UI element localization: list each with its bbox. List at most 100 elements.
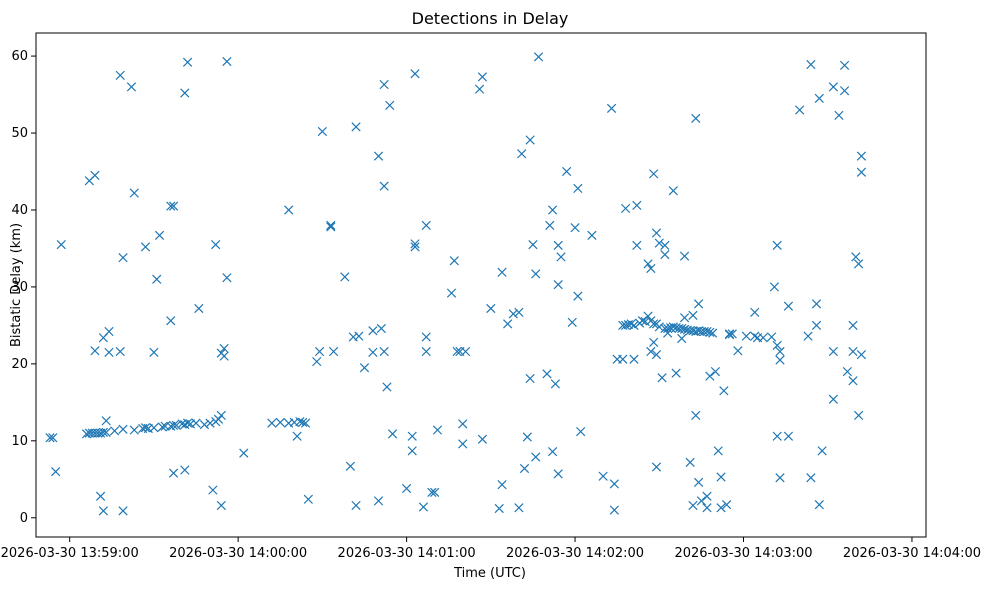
data-point-marker bbox=[503, 319, 513, 329]
data-point-marker bbox=[851, 252, 861, 262]
data-point-marker bbox=[90, 346, 100, 356]
data-point-marker bbox=[637, 316, 648, 326]
data-point-marker bbox=[129, 188, 139, 198]
data-point-marker bbox=[632, 200, 642, 210]
data-point-marker bbox=[477, 72, 488, 82]
data-point-marker bbox=[222, 273, 232, 283]
data-point-marker bbox=[168, 468, 179, 478]
data-point-marker bbox=[149, 423, 159, 433]
data-point-marker bbox=[620, 203, 631, 214]
data-point-marker bbox=[848, 376, 858, 386]
data-point-marker bbox=[651, 228, 662, 238]
data-point-marker bbox=[104, 326, 114, 337]
data-point-marker bbox=[811, 299, 822, 309]
y-tick-label: 10 bbox=[11, 434, 28, 449]
data-point-marker bbox=[685, 457, 695, 467]
data-point-marker bbox=[295, 416, 305, 427]
data-point-marker bbox=[679, 251, 690, 261]
data-point-marker bbox=[345, 461, 356, 471]
data-point-marker bbox=[514, 307, 524, 317]
data-point-marker bbox=[376, 323, 386, 334]
data-point-marker bbox=[421, 332, 431, 342]
data-point-marker bbox=[410, 242, 420, 252]
data-point-marker bbox=[166, 316, 176, 326]
x-tick-label: 2026-03-30 13:59:00 bbox=[1, 546, 139, 561]
data-point-marker bbox=[379, 346, 389, 357]
data-point-marker bbox=[606, 103, 617, 114]
data-point-marker bbox=[517, 149, 527, 159]
data-point-marker bbox=[649, 337, 659, 347]
data-point-marker bbox=[663, 323, 673, 334]
data-point-marker bbox=[267, 418, 277, 428]
data-point-marker bbox=[545, 220, 555, 230]
data-point-marker bbox=[351, 500, 361, 511]
data-point-marker bbox=[814, 93, 824, 104]
data-point-marker bbox=[853, 259, 864, 269]
data-point-marker bbox=[118, 506, 128, 516]
data-point-marker bbox=[828, 82, 838, 92]
data-point-marker bbox=[716, 472, 726, 482]
data-point-marker bbox=[211, 239, 221, 250]
data-point-marker bbox=[477, 434, 488, 444]
data-point-marker bbox=[705, 371, 715, 381]
data-point-marker bbox=[573, 291, 583, 301]
data-point-marker bbox=[856, 151, 867, 161]
data-point-marker bbox=[547, 205, 558, 215]
data-point-marker bbox=[522, 432, 532, 442]
data-point-marker bbox=[373, 496, 384, 506]
chart-title: Detections in Delay bbox=[412, 9, 569, 28]
data-point-marker bbox=[609, 479, 619, 489]
data-point-marker bbox=[553, 240, 563, 250]
data-point-marker bbox=[149, 347, 159, 357]
data-point-marker bbox=[284, 205, 294, 215]
data-point-marker bbox=[154, 230, 165, 240]
data-point-marker bbox=[303, 494, 313, 504]
data-point-marker bbox=[152, 274, 162, 284]
data-point-marker bbox=[649, 169, 659, 179]
data-point-marker bbox=[766, 332, 777, 342]
data-point-marker bbox=[90, 170, 100, 180]
data-point-marker bbox=[474, 84, 485, 94]
data-point-marker bbox=[410, 69, 420, 79]
data-point-marker bbox=[668, 186, 678, 196]
data-point-marker bbox=[449, 256, 459, 266]
data-point-marker bbox=[140, 423, 151, 433]
data-point-marker bbox=[328, 346, 339, 357]
data-point-marker bbox=[486, 303, 496, 314]
data-point-marker bbox=[528, 239, 538, 250]
data-point-marker bbox=[418, 502, 429, 512]
data-point-marker bbox=[671, 368, 681, 378]
data-point-marker bbox=[292, 431, 302, 441]
data-point-marker bbox=[95, 491, 106, 501]
data-point-marker bbox=[758, 333, 768, 343]
data-point-marker bbox=[677, 333, 687, 344]
data-point-marker bbox=[519, 463, 530, 474]
data-point-marker bbox=[542, 369, 552, 379]
data-point-marker bbox=[458, 419, 468, 429]
data-point-marker bbox=[679, 313, 690, 323]
data-point-marker bbox=[806, 473, 816, 483]
data-point-marker bbox=[368, 326, 378, 336]
data-point-marker bbox=[834, 110, 844, 120]
data-point-marker bbox=[769, 282, 780, 292]
data-point-marker bbox=[828, 394, 838, 404]
x-tick-label: 2026-03-30 14:01:00 bbox=[338, 546, 476, 561]
data-point-marker bbox=[806, 59, 816, 70]
data-point-marker bbox=[213, 414, 224, 424]
data-point-marker bbox=[643, 259, 653, 269]
data-point-marker bbox=[657, 373, 667, 383]
data-point-marker bbox=[772, 431, 782, 441]
data-point-marker bbox=[722, 500, 732, 510]
data-point-marker bbox=[182, 418, 193, 428]
data-point-marker bbox=[632, 240, 642, 250]
plot-area bbox=[35, 32, 927, 538]
data-point-marker bbox=[199, 420, 210, 430]
data-point-marker bbox=[660, 240, 670, 250]
data-point-marker bbox=[691, 410, 701, 421]
data-point-marker bbox=[407, 446, 417, 456]
data-point-marker bbox=[379, 79, 389, 90]
data-point-marker bbox=[312, 356, 322, 367]
data-point-marker bbox=[326, 222, 336, 232]
data-point-marker bbox=[772, 240, 782, 250]
data-point-marker bbox=[643, 311, 653, 321]
